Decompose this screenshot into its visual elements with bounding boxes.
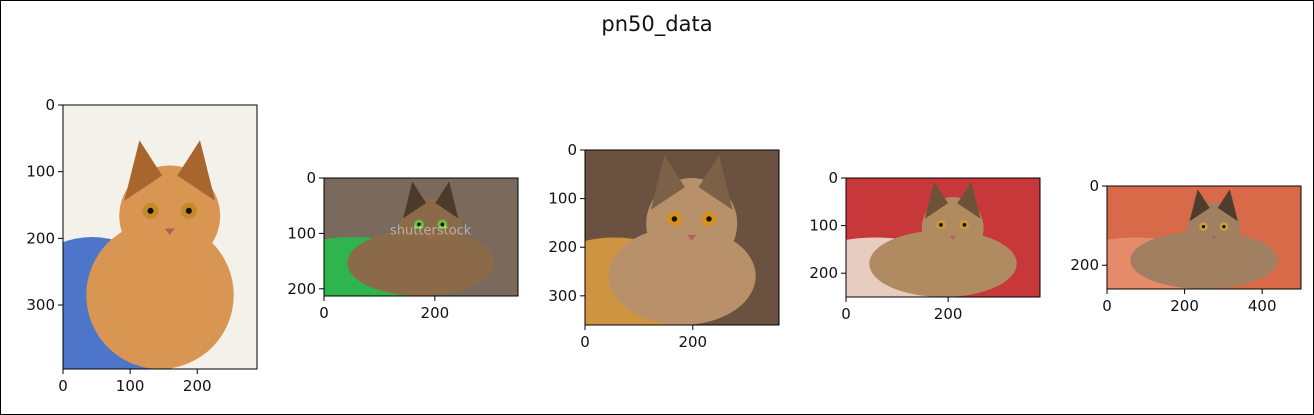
image-panel-4: 0 200 0 100 200 (809, 169, 1041, 323)
cat-left-ear (1189, 189, 1210, 222)
cat-head (400, 196, 462, 259)
y-tick-label: 200 (548, 238, 577, 256)
cat-right-pupil (185, 207, 192, 214)
cat-left-pupil (939, 223, 943, 227)
x-tick-label: 0 (58, 377, 68, 395)
y-tick-label: 200 (1070, 256, 1099, 274)
cat-photo-1 (63, 105, 257, 369)
y-tick-label: 200 (26, 229, 55, 247)
x-tick-label: 0 (841, 305, 851, 323)
cat-left-ear (124, 140, 163, 201)
image-panel-1: 0 100 200 0 100 200 300 (26, 96, 258, 395)
cat-left-ear (924, 181, 949, 219)
image-panel-5: 0 200 400 0 200 (1070, 177, 1302, 315)
cat-head (119, 165, 221, 267)
x-tick-label: 200 (934, 305, 963, 323)
cat-photo-3 (585, 150, 779, 325)
x-tick-label: 200 (421, 304, 450, 322)
cat-right-pupil (962, 223, 967, 227)
cat-right-pupil (706, 216, 712, 222)
cat-head (921, 197, 984, 259)
figure-title: pn50_data (601, 12, 713, 36)
cat-photo-4 (846, 178, 1040, 297)
cat-right-pupil (440, 222, 445, 227)
y-tick-label: 100 (548, 190, 577, 208)
cat-right-ear (957, 181, 981, 219)
axes-frame (1106, 185, 1302, 290)
y-tick-label: 100 (809, 217, 838, 235)
cat-photo-5 (1107, 186, 1301, 289)
cat-nose (1211, 235, 1217, 240)
y-tick-label: 0 (828, 169, 838, 187)
cat-left-pupil (147, 207, 154, 214)
y-tick-label: 200 (287, 280, 316, 298)
axes-frame (845, 177, 1041, 298)
photo-watermark: shutterstock (390, 224, 472, 239)
cat-body (1130, 231, 1278, 289)
x-tick-label: 200 (678, 333, 707, 351)
axes-frame (62, 104, 258, 370)
cat-right-pupil (1222, 224, 1226, 229)
cat-photo-2: shutterstock (324, 178, 518, 296)
image-panel-3: 0 200 0 100 200 300 (548, 141, 780, 351)
x-tick-label: 200 (1170, 297, 1199, 315)
y-tick-label: 300 (26, 296, 55, 314)
cat-left-ear (403, 181, 427, 219)
cat-nose (164, 228, 175, 236)
y-tick-label: 0 (306, 169, 316, 187)
y-tick-label: 0 (567, 141, 577, 159)
cat-left-pupil (1201, 224, 1206, 229)
y-tick-label: 0 (45, 96, 55, 114)
x-tick-label: 0 (580, 333, 590, 351)
cat-right-ear (177, 140, 216, 201)
axes-frame (584, 149, 780, 326)
x-tick-label: 100 (116, 377, 145, 395)
cat-nose (427, 235, 434, 240)
y-tick-label: 100 (287, 224, 316, 242)
x-tick-label: 0 (319, 304, 329, 322)
cat-head (1186, 202, 1241, 257)
cat-left-pupil (671, 216, 678, 222)
y-tick-label: 100 (26, 163, 55, 181)
cat-body (347, 229, 495, 296)
x-tick-label: 400 (1248, 297, 1277, 315)
cat-head (646, 178, 738, 269)
y-tick-label: 0 (1089, 177, 1099, 195)
x-tick-label: 200 (183, 377, 212, 395)
y-tick-label: 200 (809, 264, 838, 282)
cat-body (869, 230, 1017, 297)
y-tick-label: 300 (548, 287, 577, 305)
x-tick-label: 0 (1102, 297, 1112, 315)
cat-right-ear (1217, 189, 1238, 222)
cat-nose (949, 235, 956, 240)
cat-left-ear (650, 155, 685, 210)
cat-right-ear (698, 155, 733, 210)
cat-left-pupil (417, 222, 421, 227)
cat-right-ear (435, 181, 459, 219)
cat-nose (687, 234, 697, 241)
axes-frame (323, 177, 519, 297)
